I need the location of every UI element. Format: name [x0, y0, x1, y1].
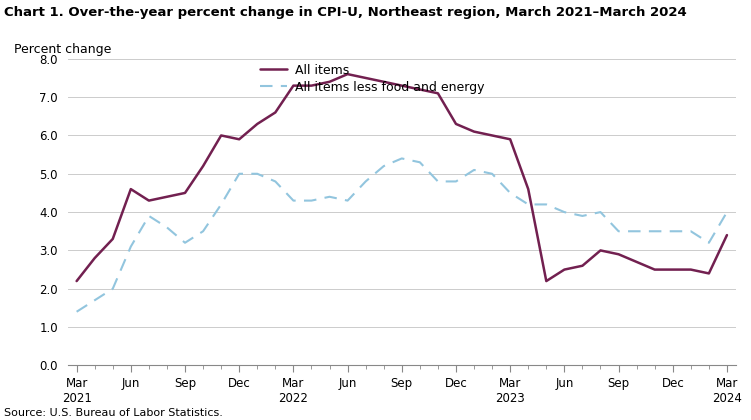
All items [614, 252, 623, 257]
All items less food and energy [632, 229, 641, 234]
All items [433, 91, 442, 96]
Text: Percent change: Percent change [14, 43, 111, 56]
Line: All items: All items [77, 74, 727, 281]
Legend: All items, All items less food and energy: All items, All items less food and energ… [255, 59, 489, 99]
All items [162, 194, 171, 200]
Text: Source: U.S. Bureau of Labor Statistics.: Source: U.S. Bureau of Labor Statistics. [4, 408, 222, 418]
Text: Chart 1. Over-the-year percent change in CPI-U, Northeast region, March 2021–Mar: Chart 1. Over-the-year percent change in… [4, 6, 686, 19]
All items [180, 190, 189, 195]
All items less food and energy [343, 198, 352, 203]
All items less food and energy [90, 298, 99, 303]
All items less food and energy [235, 171, 244, 176]
All items less food and energy [289, 198, 298, 203]
All items [216, 133, 225, 138]
All items [289, 83, 298, 88]
All items less food and energy [325, 194, 334, 200]
All items [650, 267, 659, 272]
All items [469, 129, 478, 134]
All items less food and energy [541, 202, 550, 207]
All items less food and energy [198, 229, 207, 234]
All items [126, 186, 135, 192]
All items [271, 110, 280, 115]
All items [361, 76, 370, 81]
All items [487, 133, 496, 138]
All items [415, 87, 424, 92]
Line: All items less food and energy: All items less food and energy [77, 158, 727, 312]
All items [235, 137, 244, 142]
All items less food and energy [614, 229, 623, 234]
All items less food and energy [216, 202, 225, 207]
All items [198, 163, 207, 168]
All items [253, 121, 262, 126]
All items less food and energy [505, 190, 514, 195]
All items [559, 267, 569, 272]
All items [668, 267, 677, 272]
All items less food and energy [451, 179, 460, 184]
All items less food and energy [307, 198, 316, 203]
All items [90, 255, 99, 260]
All items [307, 83, 316, 88]
All items less food and energy [126, 244, 135, 249]
All items less food and energy [469, 168, 478, 173]
All items less food and energy [162, 225, 171, 230]
All items less food and energy [650, 229, 659, 234]
All items less food and energy [379, 163, 388, 168]
All items [722, 233, 731, 238]
All items [578, 263, 587, 268]
All items less food and energy [415, 160, 424, 165]
All items [632, 260, 641, 265]
All items less food and energy [487, 171, 496, 176]
All items less food and energy [596, 210, 605, 215]
All items [397, 83, 406, 88]
All items [343, 71, 352, 76]
All items less food and energy [686, 229, 695, 234]
All items less food and energy [108, 286, 117, 291]
All items [686, 267, 695, 272]
All items less food and energy [144, 213, 153, 218]
All items [596, 248, 605, 253]
All items [523, 186, 532, 192]
All items less food and energy [523, 202, 532, 207]
All items less food and energy [72, 309, 81, 314]
All items less food and energy [433, 179, 442, 184]
All items less food and energy [559, 210, 569, 215]
All items [144, 198, 153, 203]
All items [108, 236, 117, 241]
All items [72, 278, 81, 284]
All items less food and energy [704, 240, 713, 245]
All items less food and energy [180, 240, 189, 245]
All items [505, 137, 514, 142]
All items [451, 121, 460, 126]
All items less food and energy [668, 229, 677, 234]
All items less food and energy [253, 171, 262, 176]
All items less food and energy [722, 210, 731, 215]
All items [379, 79, 388, 84]
All items less food and energy [578, 213, 587, 218]
All items less food and energy [271, 179, 280, 184]
All items [325, 79, 334, 84]
All items [704, 271, 713, 276]
All items less food and energy [397, 156, 406, 161]
All items [541, 278, 550, 284]
All items less food and energy [361, 179, 370, 184]
